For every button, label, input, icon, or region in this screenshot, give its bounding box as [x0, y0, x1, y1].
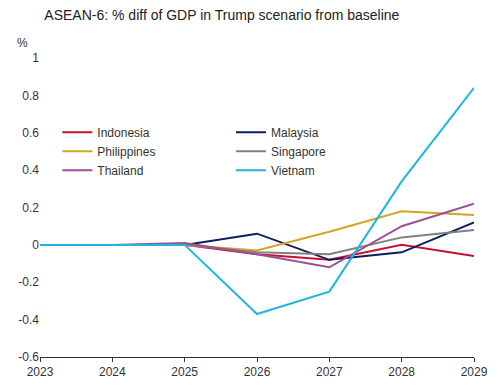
svg-text:%: % [17, 36, 28, 50]
svg-text:1: 1 [32, 51, 39, 65]
svg-text:2027: 2027 [316, 365, 343, 379]
svg-text:Indonesia: Indonesia [97, 126, 149, 140]
svg-text:2029: 2029 [461, 365, 488, 379]
svg-text:ASEAN-6: % diff of GDP in Trum: ASEAN-6: % diff of GDP in Trump scenario… [44, 7, 399, 23]
svg-text:2026: 2026 [244, 365, 271, 379]
svg-text:Malaysia: Malaysia [271, 126, 319, 140]
svg-text:Singapore: Singapore [271, 145, 326, 159]
svg-text:0.8: 0.8 [22, 89, 39, 103]
svg-text:0: 0 [32, 238, 39, 252]
svg-text:0.6: 0.6 [22, 126, 39, 140]
svg-text:Thailand: Thailand [97, 164, 143, 178]
svg-text:0.2: 0.2 [22, 201, 39, 215]
svg-text:Vietnam: Vietnam [271, 164, 315, 178]
svg-text:2025: 2025 [171, 365, 198, 379]
svg-text:Philippines: Philippines [97, 145, 155, 159]
svg-text:2028: 2028 [388, 365, 415, 379]
svg-text:-0.6: -0.6 [18, 350, 39, 364]
svg-text:0.4: 0.4 [22, 163, 39, 177]
svg-text:-0.2: -0.2 [18, 275, 39, 289]
svg-text:2023: 2023 [27, 365, 54, 379]
svg-text:2024: 2024 [99, 365, 126, 379]
svg-text:-0.4: -0.4 [18, 313, 39, 327]
